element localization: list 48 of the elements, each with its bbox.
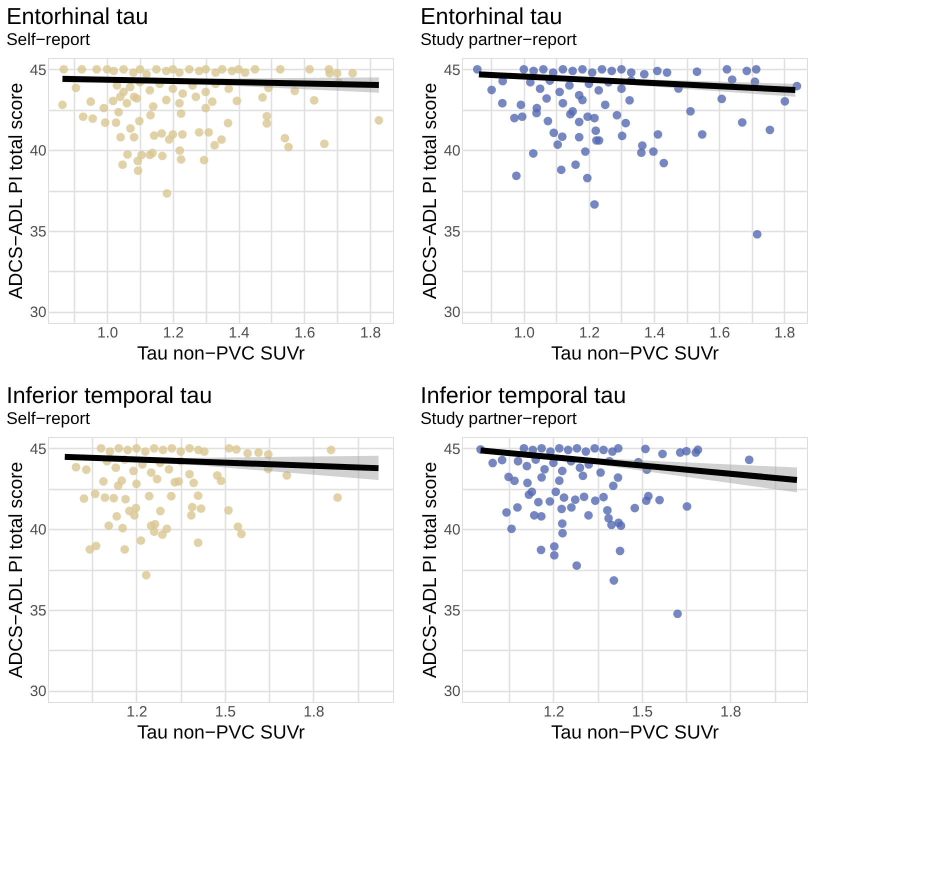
- x-tick-label: 1.8: [774, 324, 796, 342]
- chart-title: Inferior temporal tau: [420, 382, 626, 408]
- y-tick-label: 45: [444, 62, 460, 79]
- x-tick-label: 1.2: [579, 324, 600, 342]
- chart-title: Inferior temporal tau: [6, 382, 212, 408]
- y-tick-label: 35: [30, 602, 46, 620]
- chart-subtitle: Self−report: [6, 409, 90, 428]
- y-tick-label: 45: [30, 440, 46, 458]
- y-tick-label: 30: [444, 683, 460, 700]
- x-tick-label: 1.8: [303, 704, 324, 720]
- y-tick-label: 35: [444, 602, 460, 620]
- y-axis-title: ADCS−ADL PI total score: [6, 82, 27, 300]
- x-tick-label: 1.8: [720, 704, 742, 720]
- y-tick-label: 35: [444, 223, 460, 240]
- y-tick-label: 35: [30, 223, 46, 240]
- x-tick-label: 1.0: [514, 324, 535, 342]
- x-tick-label: 1.2: [126, 704, 148, 720]
- y-axis-title: ADCS−ADL PI total score: [420, 462, 441, 678]
- y-axis-title: ADCS−ADL PI total score: [6, 462, 27, 678]
- y-tick-label: 40: [30, 142, 46, 160]
- x-tick-label: 1.4: [228, 324, 250, 342]
- x-tick-label: 1.8: [360, 324, 381, 342]
- y-tick-label: 40: [444, 522, 460, 539]
- y-tick-label: 45: [30, 62, 46, 79]
- chart-subtitle: Study partner−report: [420, 409, 577, 428]
- x-tick-label: 1.2: [543, 704, 564, 720]
- x-tick-label: 1.4: [644, 324, 665, 342]
- x-tick-label: 1.6: [294, 324, 316, 342]
- chart-subtitle: Self−report: [6, 30, 90, 49]
- x-tick-label: 1.0: [97, 324, 118, 342]
- x-axis-title: Tau non−PVC SUVr: [551, 722, 720, 744]
- y-tick-label: 40: [30, 522, 46, 539]
- x-axis-title: Tau non−PVC SUVr: [137, 722, 306, 744]
- y-tick-label: 40: [444, 142, 460, 160]
- y-tick-label: 45: [444, 440, 460, 458]
- x-axis-title: Tau non−PVC SUVr: [137, 344, 306, 364]
- chart-title: Entorhinal tau: [420, 3, 562, 29]
- y-tick-label: 30: [444, 304, 460, 322]
- y-axis-title: ADCS−ADL PI total score: [420, 82, 441, 300]
- chart-title: Entorhinal tau: [6, 3, 148, 29]
- chart-subtitle: Study partner−report: [420, 30, 577, 49]
- y-tick-label: 30: [30, 683, 46, 700]
- x-axis-title: Tau non−PVC SUVr: [551, 344, 720, 364]
- x-tick-label: 1.2: [162, 324, 184, 342]
- x-tick-label: 1.5: [214, 704, 236, 720]
- x-tick-label: 1.6: [709, 324, 730, 342]
- y-tick-label: 30: [30, 304, 46, 322]
- x-tick-label: 1.5: [632, 704, 653, 720]
